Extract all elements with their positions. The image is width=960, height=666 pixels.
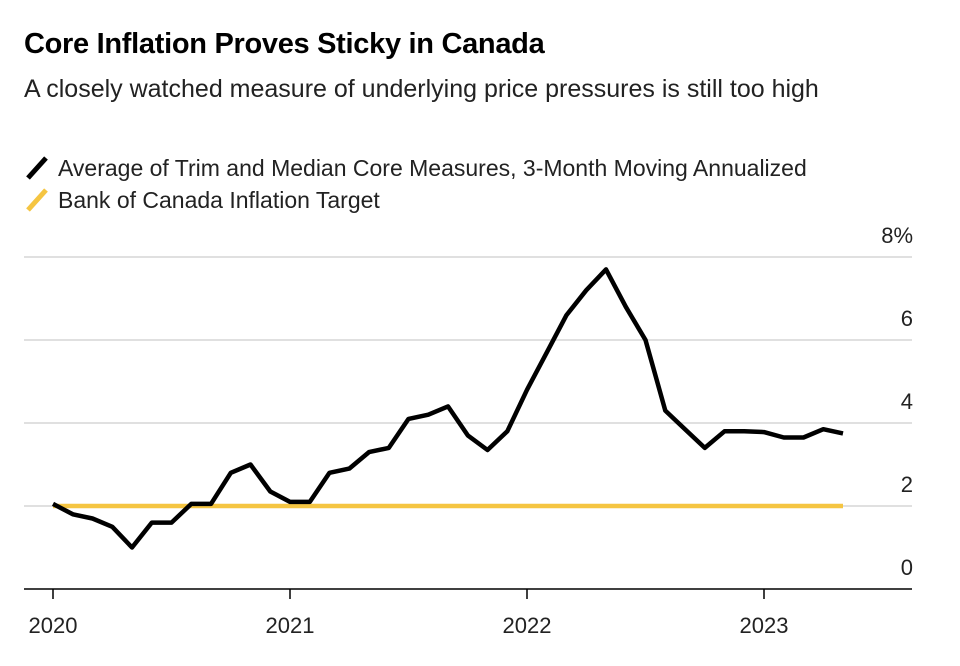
series-line-core-inflation <box>51 267 844 550</box>
chart-legend: Average of Trim and Median Core Measures… <box>24 152 807 216</box>
legend-item-core: Average of Trim and Median Core Measures… <box>24 152 807 184</box>
y-tick-label: 0 <box>901 555 913 580</box>
chart-subtitle: A closely watched measure of underlying … <box>24 75 819 103</box>
legend-swatch-core <box>26 156 48 180</box>
y-tick-label: 6 <box>901 306 913 331</box>
x-tick-label: 2020 <box>29 613 78 638</box>
legend-swatch-target <box>26 188 48 212</box>
x-tick-label: 2023 <box>740 613 789 638</box>
chart-title: Core Inflation Proves Sticky in Canada <box>24 28 545 60</box>
legend-label-target: Bank of Canada Inflation Target <box>58 186 380 213</box>
legend-item-target: Bank of Canada Inflation Target <box>24 184 807 216</box>
y-tick-label: 8% <box>881 223 913 248</box>
x-tick-label: 2021 <box>266 613 315 638</box>
y-tick-label: 4 <box>901 389 913 414</box>
legend-label-core: Average of Trim and Median Core Measures… <box>58 154 807 181</box>
y-tick-label: 2 <box>901 472 913 497</box>
x-tick-label: 2022 <box>503 613 552 638</box>
